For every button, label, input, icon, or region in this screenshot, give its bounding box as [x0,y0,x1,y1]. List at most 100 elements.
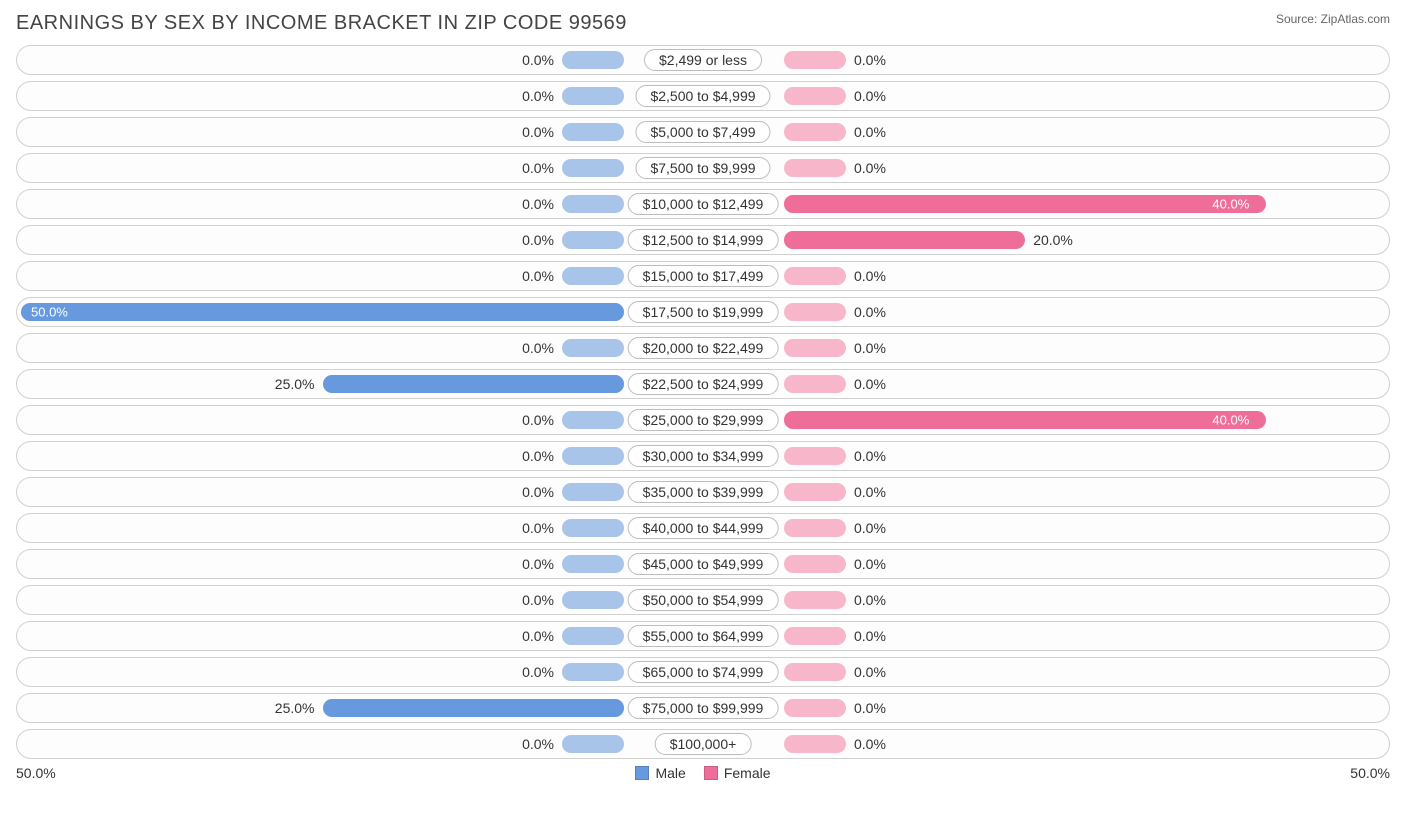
female-value-label: 0.0% [854,448,886,464]
male-value-label: 0.0% [522,88,554,104]
bracket-label: $5,000 to $7,499 [635,121,770,143]
male-value-label: 0.0% [522,664,554,680]
chart-row: $15,000 to $17,4990.0%0.0% [16,261,1390,291]
female-value-label: 20.0% [1033,232,1073,248]
male-stub-bar [562,663,624,681]
male-bar [323,699,625,717]
bracket-label: $20,000 to $22,499 [628,337,779,359]
male-stub-bar [562,51,624,69]
male-stub-bar [562,483,624,501]
chart-row: $65,000 to $74,9990.0%0.0% [16,657,1390,687]
male-value-label: 0.0% [522,52,554,68]
axis-right-label: 50.0% [1350,765,1390,781]
male-value-label: 0.0% [522,592,554,608]
female-value-label: 0.0% [854,484,886,500]
legend-male-label: Male [655,765,685,781]
legend-item-female: Female [704,765,771,781]
male-value-label: 0.0% [522,268,554,284]
chart-row: $22,500 to $24,99925.0%0.0% [16,369,1390,399]
female-value-label: 0.0% [854,160,886,176]
male-value-label: 25.0% [275,376,315,392]
bracket-label: $15,000 to $17,499 [628,265,779,287]
chart-row: $12,500 to $14,9990.0%20.0% [16,225,1390,255]
bracket-label: $50,000 to $54,999 [628,589,779,611]
female-value-label: 0.0% [854,52,886,68]
female-value-label: 0.0% [854,124,886,140]
female-value-label: 0.0% [854,664,886,680]
female-stub-bar [784,483,846,501]
male-swatch-icon [635,766,649,780]
legend-item-male: Male [635,765,685,781]
male-value-label: 0.0% [522,484,554,500]
bracket-label: $25,000 to $29,999 [628,409,779,431]
male-bar [21,303,624,321]
female-value-label: 0.0% [854,340,886,356]
female-stub-bar [784,159,846,177]
female-value-label: 0.0% [854,304,886,320]
chart-row: $40,000 to $44,999 0.0% 0.0% [16,513,1390,543]
bracket-label: $40,000 to $44,999 [628,517,779,539]
bracket-label: $55,000 to $64,999 [628,625,779,647]
female-stub-bar [784,663,846,681]
legend: Male Female [635,765,770,781]
male-value-label: 0.0% [522,448,554,464]
female-value-label: 0.0% [854,520,886,536]
male-stub-bar [562,123,624,141]
chart-row: $5,000 to $7,499 0.0% 0.0% [16,117,1390,147]
bracket-label: $100,000+ [655,733,752,755]
male-stub-bar [562,339,624,357]
female-bar [784,195,1266,213]
female-stub-bar [784,627,846,645]
male-value-label: 25.0% [275,700,315,716]
legend-female-label: Female [724,765,771,781]
bracket-label: $45,000 to $49,999 [628,553,779,575]
female-value-label: 0.0% [854,592,886,608]
chart-container: EARNINGS BY SEX BY INCOME BRACKET IN ZIP… [0,0,1406,789]
chart-row: $35,000 to $39,999 0.0% 0.0% [16,477,1390,507]
chart-row: $20,000 to $22,499 0.0% 0.0% [16,333,1390,363]
male-stub-bar [562,195,624,213]
chart-row: $30,000 to $34,9990.0%0.0% [16,441,1390,471]
chart-row: $55,000 to $64,9990.0%0.0% [16,621,1390,651]
male-value-label: 0.0% [522,124,554,140]
chart-row: $10,000 to $12,4990.0%40.0% [16,189,1390,219]
female-swatch-icon [704,766,718,780]
male-stub-bar [562,627,624,645]
female-stub-bar [784,735,846,753]
male-value-label: 0.0% [522,736,554,752]
chart-row: $7,500 to $9,9990.0%0.0% [16,153,1390,183]
female-stub-bar [784,87,846,105]
bracket-label: $35,000 to $39,999 [628,481,779,503]
chart-title: EARNINGS BY SEX BY INCOME BRACKET IN ZIP… [16,12,627,35]
male-stub-bar [562,267,624,285]
female-stub-bar [784,123,846,141]
male-value-label: 0.0% [522,520,554,536]
bracket-label: $2,499 or less [644,49,762,71]
male-stub-bar [562,735,624,753]
male-stub-bar [562,411,624,429]
female-stub-bar [784,375,846,393]
female-value-label: 40.0% [1212,413,1249,428]
chart-row: $2,499 or less 0.0% 0.0% [16,45,1390,75]
male-value-label: 0.0% [522,556,554,572]
male-stub-bar [562,159,624,177]
chart-row: $17,500 to $19,999 50.0% 0.0% [16,297,1390,327]
chart-source: Source: ZipAtlas.com [1276,12,1390,26]
female-stub-bar [784,447,846,465]
female-bar [784,411,1266,429]
male-stub-bar [562,555,624,573]
male-stub-bar [562,87,624,105]
male-value-label: 50.0% [31,305,68,320]
bracket-label: $7,500 to $9,999 [635,157,770,179]
male-stub-bar [562,231,624,249]
female-value-label: 0.0% [854,736,886,752]
chart-header: EARNINGS BY SEX BY INCOME BRACKET IN ZIP… [16,12,1390,35]
bracket-label: $17,500 to $19,999 [628,301,779,323]
male-value-label: 0.0% [522,340,554,356]
female-stub-bar [784,519,846,537]
female-value-label: 40.0% [1212,197,1249,212]
bracket-label: $10,000 to $12,499 [628,193,779,215]
female-stub-bar [784,699,846,717]
bracket-label: $75,000 to $99,999 [628,697,779,719]
female-stub-bar [784,51,846,69]
